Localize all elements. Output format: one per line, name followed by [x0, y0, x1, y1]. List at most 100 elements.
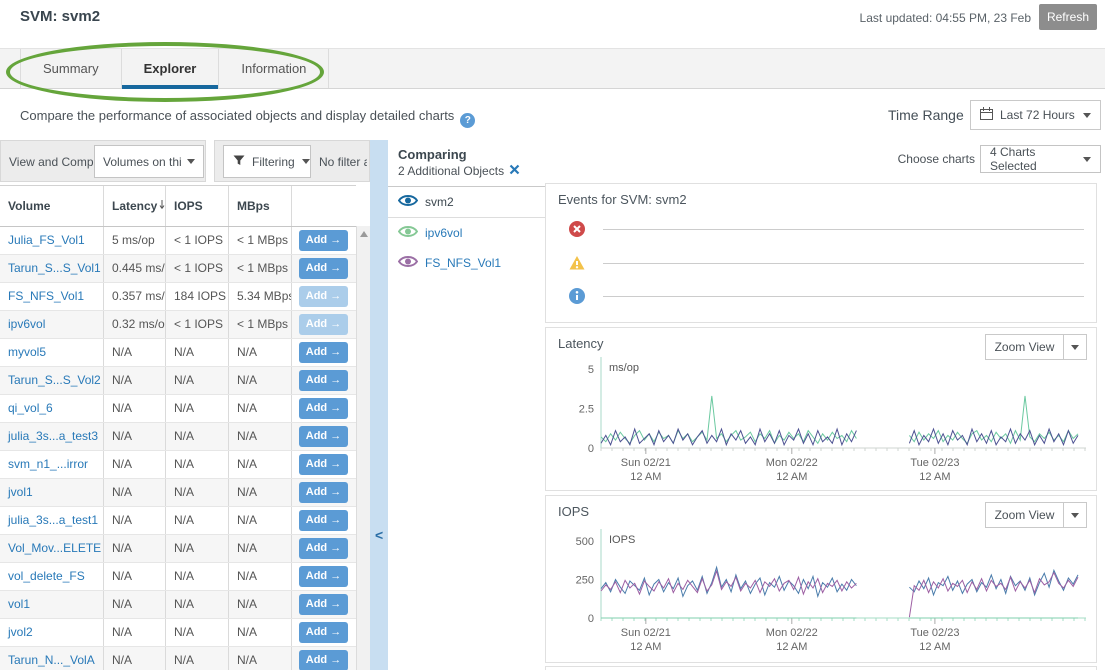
zoom-view-caret-button[interactable] [1063, 334, 1087, 360]
object-type-dropdown[interactable]: Volumes on this [94, 145, 204, 178]
comparing-header: Comparing 2 Additional Objects [388, 140, 545, 187]
comparing-item: svm2 [388, 187, 545, 218]
volume-link[interactable]: Tarun_S...S_Vol1 [8, 261, 101, 275]
table-row: jvol1 N/A N/A N/A Add → [0, 479, 356, 507]
column-header-volume[interactable]: Volume [0, 186, 104, 226]
mbps-cell: N/A [229, 339, 292, 366]
table-row: qi_vol_6 N/A N/A N/A Add → [0, 395, 356, 423]
table-row: vol1 N/A N/A N/A Add → [0, 591, 356, 619]
table-row: svm_n1_...irror N/A N/A N/A Add → [0, 451, 356, 479]
panel-collapse-strip[interactable] [370, 140, 388, 670]
action-cell: Add → [292, 647, 356, 670]
add-button[interactable]: Add → [299, 566, 348, 587]
chevron-down-icon [1071, 344, 1079, 350]
filtering-button[interactable]: Filtering [223, 145, 311, 178]
zoom-view-caret-button[interactable] [1063, 502, 1087, 528]
volume-link[interactable]: julia_3s...a_test3 [8, 429, 99, 443]
tab-information[interactable]: Information [219, 49, 330, 88]
column-header-mbps[interactable]: MBps [229, 186, 292, 226]
svg-text:12 AM: 12 AM [919, 641, 950, 653]
charts-column: Choose charts 4 Charts Selected Events f… [545, 140, 1105, 670]
mbps-cell: N/A [229, 647, 292, 670]
visibility-eye-icon[interactable] [397, 194, 419, 210]
visibility-eye-icon[interactable] [397, 225, 419, 241]
choose-charts-dropdown[interactable]: 4 Charts Selected [980, 145, 1101, 173]
add-button[interactable]: Add → [299, 370, 348, 391]
volume-link[interactable]: Tarun_S...S_Vol2 [8, 373, 101, 387]
add-button[interactable]: Add → [299, 650, 348, 670]
column-header-latency[interactable]: Latency [104, 186, 166, 226]
add-button[interactable]: Add → [299, 594, 348, 615]
volume-link[interactable]: svm_n1_...irror [8, 457, 89, 471]
volume-link[interactable]: jvol2 [8, 625, 33, 639]
add-button[interactable]: Add → [299, 538, 348, 559]
volume-link[interactable]: FS_NFS_Vol1 [8, 289, 85, 303]
comparing-item-name[interactable]: ipv6vol [425, 226, 463, 240]
add-button[interactable]: Add → [299, 426, 348, 447]
volume-link[interactable]: qi_vol_6 [8, 401, 53, 415]
latency-cell: N/A [104, 339, 166, 366]
table-row: Tarun_N..._VolA N/A N/A N/A Add → [0, 647, 356, 670]
info-icon[interactable] [569, 288, 585, 307]
add-button[interactable]: Add → [299, 510, 348, 531]
comparing-item-name[interactable]: FS_NFS_Vol1 [425, 256, 502, 270]
warning-icon[interactable] [569, 255, 585, 274]
mbps-cell: < 1 MBps [229, 227, 292, 254]
info-event-track [603, 296, 1084, 297]
clear-comparing-icon[interactable] [509, 164, 520, 178]
add-button[interactable]: Add → [299, 482, 348, 503]
mbps-cell: 5.34 MBps [229, 283, 292, 310]
table-row: julia_3s...a_test3 N/A N/A N/A Add → [0, 423, 356, 451]
volume-name-cell: jvol2 [0, 619, 104, 646]
volume-link[interactable]: vol_delete_FS [8, 569, 85, 583]
svg-text:12 AM: 12 AM [919, 471, 950, 483]
svg-text:Tue 02/23: Tue 02/23 [910, 457, 959, 469]
action-cell: Add → [292, 423, 356, 450]
add-button[interactable]: Add → [299, 454, 348, 475]
tab-summary[interactable]: Summary [20, 49, 122, 88]
svg-text:0: 0 [588, 443, 594, 455]
description-text: Compare the performance of associated ob… [20, 108, 455, 123]
add-button[interactable]: Add → [299, 230, 348, 251]
svg-text:0: 0 [588, 613, 594, 625]
zoom-view-button[interactable]: Zoom View [985, 502, 1064, 528]
volume-link[interactable]: Tarun_N..._VolA [8, 653, 95, 667]
volume-name-cell: julia_3s...a_test1 [0, 507, 104, 534]
mbps-cell: N/A [229, 395, 292, 422]
volume-name-cell: vol1 [0, 591, 104, 618]
comparing-list: svm2 ipv6vol FS_NFS_Vol1 [388, 187, 545, 278]
help-icon[interactable]: ? [460, 113, 476, 128]
error-icon[interactable] [569, 221, 585, 240]
volume-link[interactable]: vol1 [8, 597, 31, 611]
add-button[interactable]: Add → [299, 286, 348, 307]
volume-link[interactable]: ipv6vol [8, 317, 46, 331]
volume-link[interactable]: julia_3s...a_test1 [8, 513, 99, 527]
time-range-value: Last 72 Hours [1000, 108, 1075, 122]
iops-cell: < 1 IOPS [166, 311, 229, 338]
column-header-iops[interactable]: IOPS [166, 186, 229, 226]
zoom-view-button[interactable]: Zoom View [985, 334, 1064, 360]
add-button[interactable]: Add → [299, 398, 348, 419]
tab-explorer[interactable]: Explorer [121, 49, 220, 89]
iops-chart-svg: Sun 02/21 12 AM Mon 02/22 12 AM Tue 02/23 12 … [576, 529, 1086, 653]
collapse-chevron-icon[interactable]: < [375, 527, 384, 543]
visibility-eye-icon[interactable] [397, 255, 419, 271]
svg-text:5: 5 [588, 364, 594, 376]
add-button[interactable]: Add → [299, 258, 348, 279]
volume-link[interactable]: Julia_FS_Vol1 [8, 233, 85, 247]
volume-link[interactable]: jvol1 [8, 485, 33, 499]
mbps-cell: N/A [229, 591, 292, 618]
action-cell: Add → [292, 339, 356, 366]
table-scrollbar[interactable] [356, 226, 370, 670]
latency-cell: N/A [104, 479, 166, 506]
table-row: Julia_FS_Vol1 5 ms/op < 1 IOPS < 1 MBps Add … [0, 227, 356, 255]
add-button[interactable]: Add → [299, 622, 348, 643]
time-range-dropdown[interactable]: Last 72 Hours [970, 100, 1101, 130]
scroll-up-arrow-icon[interactable] [359, 231, 368, 237]
table-row: julia_3s...a_test1 N/A N/A N/A Add → [0, 507, 356, 535]
volume-link[interactable]: Vol_Mov...ELETE [8, 541, 102, 555]
volume-link[interactable]: myvol5 [8, 345, 47, 359]
refresh-button[interactable]: Refresh [1038, 4, 1097, 30]
add-button[interactable]: Add → [299, 314, 348, 335]
add-button[interactable]: Add → [299, 342, 348, 363]
